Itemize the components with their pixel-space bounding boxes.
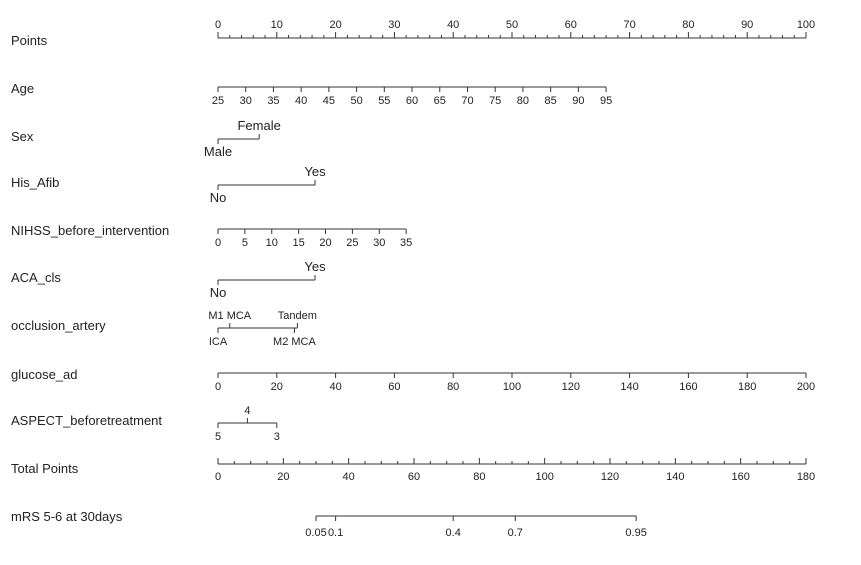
row-label-aspect-beforetreatment: ASPECT_beforetreatment	[11, 413, 162, 428]
tick-label-mrs-5-6-at-30days: 0.1	[328, 527, 343, 539]
tick-label-points: 60	[565, 19, 577, 31]
tick-label-age: 95	[600, 95, 612, 107]
row-age: Age 25 30 35 40 45 50 55 60 65 70 75 80 85 90 95	[11, 81, 612, 107]
row-aca-cls: ACA_cls No Yes	[11, 259, 326, 300]
tick-label-glucose-ad: 200	[797, 381, 815, 393]
tick-label-total-points: 40	[343, 471, 355, 483]
row-label-occlusion-artery: occlusion_artery	[11, 318, 106, 333]
tick-label-nihss-before-intervention: 20	[319, 237, 331, 249]
tick-label-total-points: 120	[601, 471, 619, 483]
tick-label-total-points: 60	[408, 471, 420, 483]
tick-label-glucose-ad: 40	[329, 381, 341, 393]
row-label-age: Age	[11, 81, 34, 96]
tick-label-glucose-ad: 20	[271, 381, 283, 393]
row-label-points: Points	[11, 33, 48, 48]
tick-label-age: 25	[212, 95, 224, 107]
row-label-his-afib: His_Afib	[11, 175, 59, 190]
row-glucose-ad: glucose_ad 0 20 40 60 80 100 120 140 160 180 200	[11, 367, 815, 393]
row-label-total-points: Total Points	[11, 461, 79, 476]
row-label-sex: Sex	[11, 129, 34, 144]
row-total-points: Total Points 0 20 40 60 80 100 120 140 160 180	[11, 458, 815, 483]
row-sex: Sex Male Female	[11, 118, 281, 159]
row-mrs-5-6-at-30days: mRS 5-6 at 30days 0.05 0.1 0.4 0.7 0.95	[11, 509, 647, 539]
tick-label-age: 80	[517, 95, 529, 107]
tick-label-nihss-before-intervention: 35	[400, 237, 412, 249]
tick-label-nihss-before-intervention: 5	[242, 237, 248, 249]
level-label-his-afib-yes: Yes	[304, 164, 326, 179]
level-label-occlusion-artery-tandem: Tandem	[278, 310, 317, 322]
tick-label-points: 80	[682, 19, 694, 31]
tick-label-glucose-ad: 80	[447, 381, 459, 393]
tick-label-total-points: 140	[666, 471, 684, 483]
tick-label-points: 10	[271, 19, 283, 31]
tick-label-total-points: 100	[535, 471, 553, 483]
level-label-occlusion-artery-ica: ICA	[209, 336, 228, 348]
tick-label-total-points: 20	[277, 471, 289, 483]
tick-label-mrs-5-6-at-30days: 0.95	[625, 527, 646, 539]
tick-label-glucose-ad: 100	[503, 381, 521, 393]
level-label-sex-female: Female	[237, 118, 280, 133]
row-nihss-before-intervention: NIHSS_before_intervention 0 5 10 15 20 25 30 35	[11, 223, 412, 249]
tick-label-age: 40	[295, 95, 307, 107]
level-label-sex-male: Male	[204, 144, 232, 159]
tick-label-total-points: 160	[731, 471, 749, 483]
tick-label-glucose-ad: 140	[620, 381, 638, 393]
row-occlusion-artery: occlusion_artery ICA M1 MCA M2 MCA Tandem	[11, 310, 317, 348]
row-his-afib: His_Afib No Yes	[11, 164, 326, 205]
tick-label-mrs-5-6-at-30days: 0.7	[508, 527, 523, 539]
tick-label-glucose-ad: 0	[215, 381, 221, 393]
tick-label-total-points: 0	[215, 471, 221, 483]
tick-label-mrs-5-6-at-30days: 0.4	[446, 527, 461, 539]
row-label-mrs-5-6-at-30days: mRS 5-6 at 30days	[11, 509, 123, 524]
tick-label-nihss-before-intervention: 0	[215, 237, 221, 249]
row-points: Points 0 10 20 30 40 50 60 70 80 90 100	[11, 19, 815, 48]
level-label-aspect-beforetreatment-5: 5	[215, 431, 221, 443]
tick-label-nihss-before-intervention: 25	[346, 237, 358, 249]
level-label-occlusion-artery-m2-mca: M2 MCA	[273, 336, 316, 348]
tick-label-glucose-ad: 160	[679, 381, 697, 393]
level-label-occlusion-artery-m1-mca: M1 MCA	[208, 310, 251, 322]
tick-label-points: 30	[388, 19, 400, 31]
tick-label-total-points: 80	[473, 471, 485, 483]
tick-label-points: 100	[797, 19, 815, 31]
tick-label-age: 65	[434, 95, 446, 107]
tick-label-age: 30	[240, 95, 252, 107]
level-label-his-afib-no: No	[210, 190, 227, 205]
tick-label-points: 0	[215, 19, 221, 31]
tick-label-age: 60	[406, 95, 418, 107]
tick-label-age: 90	[572, 95, 584, 107]
row-aspect-beforetreatment: ASPECT_beforetreatment 5 4 3	[11, 405, 280, 443]
tick-label-age: 50	[350, 95, 362, 107]
tick-label-nihss-before-intervention: 10	[266, 237, 278, 249]
tick-label-age: 45	[323, 95, 335, 107]
tick-label-nihss-before-intervention: 15	[293, 237, 305, 249]
tick-label-glucose-ad: 120	[562, 381, 580, 393]
tick-label-points: 20	[329, 19, 341, 31]
level-label-aca-cls-yes: Yes	[304, 259, 326, 274]
tick-label-age: 75	[489, 95, 501, 107]
tick-label-points: 50	[506, 19, 518, 31]
tick-label-age: 55	[378, 95, 390, 107]
tick-label-age: 70	[461, 95, 473, 107]
row-label-nihss-before-intervention: NIHSS_before_intervention	[11, 223, 169, 238]
row-label-aca-cls: ACA_cls	[11, 270, 61, 285]
tick-label-points: 70	[623, 19, 635, 31]
tick-label-points: 90	[741, 19, 753, 31]
tick-label-nihss-before-intervention: 30	[373, 237, 385, 249]
tick-label-age: 85	[545, 95, 557, 107]
level-label-aspect-beforetreatment-4: 4	[244, 405, 250, 417]
tick-label-mrs-5-6-at-30days: 0.05	[305, 527, 326, 539]
tick-label-total-points: 180	[797, 471, 815, 483]
level-label-aca-cls-no: No	[210, 285, 227, 300]
tick-label-glucose-ad: 180	[738, 381, 756, 393]
row-label-glucose-ad: glucose_ad	[11, 367, 78, 382]
level-label-aspect-beforetreatment-3: 3	[274, 431, 280, 443]
tick-label-points: 40	[447, 19, 459, 31]
tick-label-glucose-ad: 60	[388, 381, 400, 393]
tick-label-age: 35	[267, 95, 279, 107]
